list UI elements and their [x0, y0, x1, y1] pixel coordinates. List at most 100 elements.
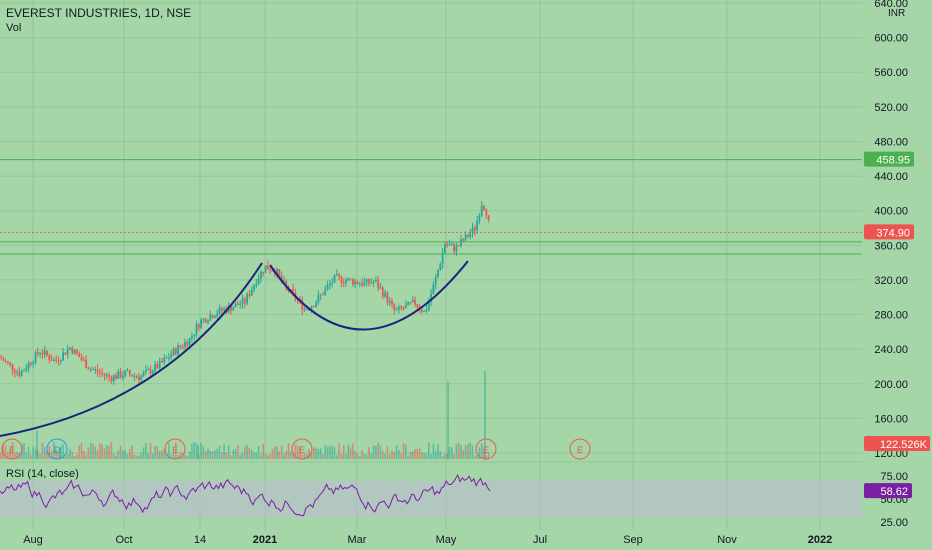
candle-body: [119, 371, 122, 378]
candle-body: [409, 301, 412, 303]
volume-bar: [71, 451, 74, 459]
volume-bar: [359, 455, 361, 459]
candle-body: [241, 298, 244, 305]
volume-legend[interactable]: Vol: [6, 22, 22, 34]
event-marker: [291, 438, 313, 460]
candle-body: [239, 304, 242, 306]
volume-bar: [216, 448, 218, 459]
volume-value-label-bg: [864, 436, 930, 451]
candle-body: [469, 233, 472, 237]
volume-bar: [115, 455, 117, 459]
candle-body: [177, 345, 179, 355]
volume-bar: [133, 454, 136, 459]
candle-body: [87, 367, 90, 370]
candle-body: [464, 234, 467, 241]
candle-body: [421, 309, 423, 312]
volume-bar: [356, 453, 359, 459]
candle-body: [414, 299, 416, 305]
candle-body: [156, 364, 159, 369]
volume-bar: [119, 445, 122, 459]
candle-body: [66, 349, 69, 355]
candle-body: [211, 315, 214, 318]
volume-bar: [191, 443, 193, 459]
candle-body: [32, 362, 35, 365]
volume-bar: [48, 445, 51, 459]
candle-body: [230, 305, 232, 311]
volume-bar: [418, 448, 421, 459]
volume-bar: [204, 451, 207, 459]
candle-body: [322, 294, 324, 296]
rsi-axis-tick: 75.00: [880, 471, 908, 483]
volume-bar: [391, 450, 393, 459]
candle-body: [18, 371, 21, 376]
price-axis-tick: 400.00: [874, 206, 908, 218]
candle-body: [400, 306, 403, 309]
volume-bar: [50, 450, 53, 459]
candle-body: [232, 307, 235, 311]
candle-body: [25, 368, 28, 371]
candle-body: [349, 278, 352, 280]
price-axis-tick: 600.00: [874, 33, 908, 45]
volume-bar: [379, 445, 382, 459]
volume-bar: [106, 445, 108, 459]
volume-bar: [313, 447, 315, 459]
volume-bar: [317, 448, 320, 459]
volume-bar: [207, 448, 209, 459]
volume-bar: [395, 445, 398, 459]
volume-bar: [101, 444, 103, 459]
volume-bar: [4, 445, 7, 459]
volume-bar: [234, 449, 237, 459]
volume-bar: [2, 443, 5, 459]
volume-bar: [407, 455, 409, 459]
volume-bar: [474, 455, 476, 459]
candle-body: [13, 370, 16, 373]
volume-bar: [32, 446, 34, 459]
candle-body: [377, 280, 380, 289]
volume-bar: [345, 454, 347, 459]
candle-body: [30, 362, 32, 365]
candle-body: [485, 209, 488, 216]
candle-body: [80, 357, 83, 360]
volume-bar: [7, 452, 9, 459]
event-marker: [46, 438, 68, 460]
price-axis-tick: 440.00: [874, 171, 908, 183]
volume-bar: [76, 454, 78, 459]
symbol-title[interactable]: EVEREST INDUSTRIES, 1D, NSE: [6, 6, 192, 20]
event-marker-label: E: [172, 445, 178, 455]
volume-bar: [340, 454, 343, 459]
volume-bar: [142, 447, 145, 459]
volume-bar: [147, 453, 149, 459]
candle-body: [147, 369, 150, 371]
volume-bar: [329, 445, 331, 459]
volume-bar: [430, 454, 432, 459]
candle-body: [122, 375, 124, 378]
candle-body: [216, 313, 219, 317]
volume-bar: [257, 445, 260, 459]
candle-body: [448, 244, 451, 246]
volume-bar: [80, 442, 83, 459]
volume-bar: [14, 453, 16, 459]
volume-bar: [294, 444, 297, 459]
volume-bar: [131, 445, 133, 459]
time-axis[interactable]: Aug Oct 14 2021 Mar May Jul Sep Nov 2022: [23, 534, 832, 546]
candle-body: [437, 270, 439, 278]
candle-body: [94, 369, 97, 371]
candle-body: [204, 318, 207, 323]
candle-body: [115, 375, 117, 379]
candle-body: [174, 348, 177, 355]
rsi-line: [0, 473, 491, 517]
candle-body: [393, 303, 396, 311]
event-marker-label: E: [9, 445, 15, 455]
volume-spike: [197, 445, 199, 459]
volume-bar: [253, 452, 255, 459]
horizontal-lines: [0, 159, 862, 255]
candle-body: [46, 350, 48, 356]
volume-bar: [292, 453, 294, 459]
volume-bar: [269, 454, 271, 459]
candle-body: [432, 284, 435, 294]
volume-bar: [195, 443, 198, 459]
rsi-legend[interactable]: RSI (14, close): [6, 468, 79, 480]
candle-body: [85, 359, 87, 368]
